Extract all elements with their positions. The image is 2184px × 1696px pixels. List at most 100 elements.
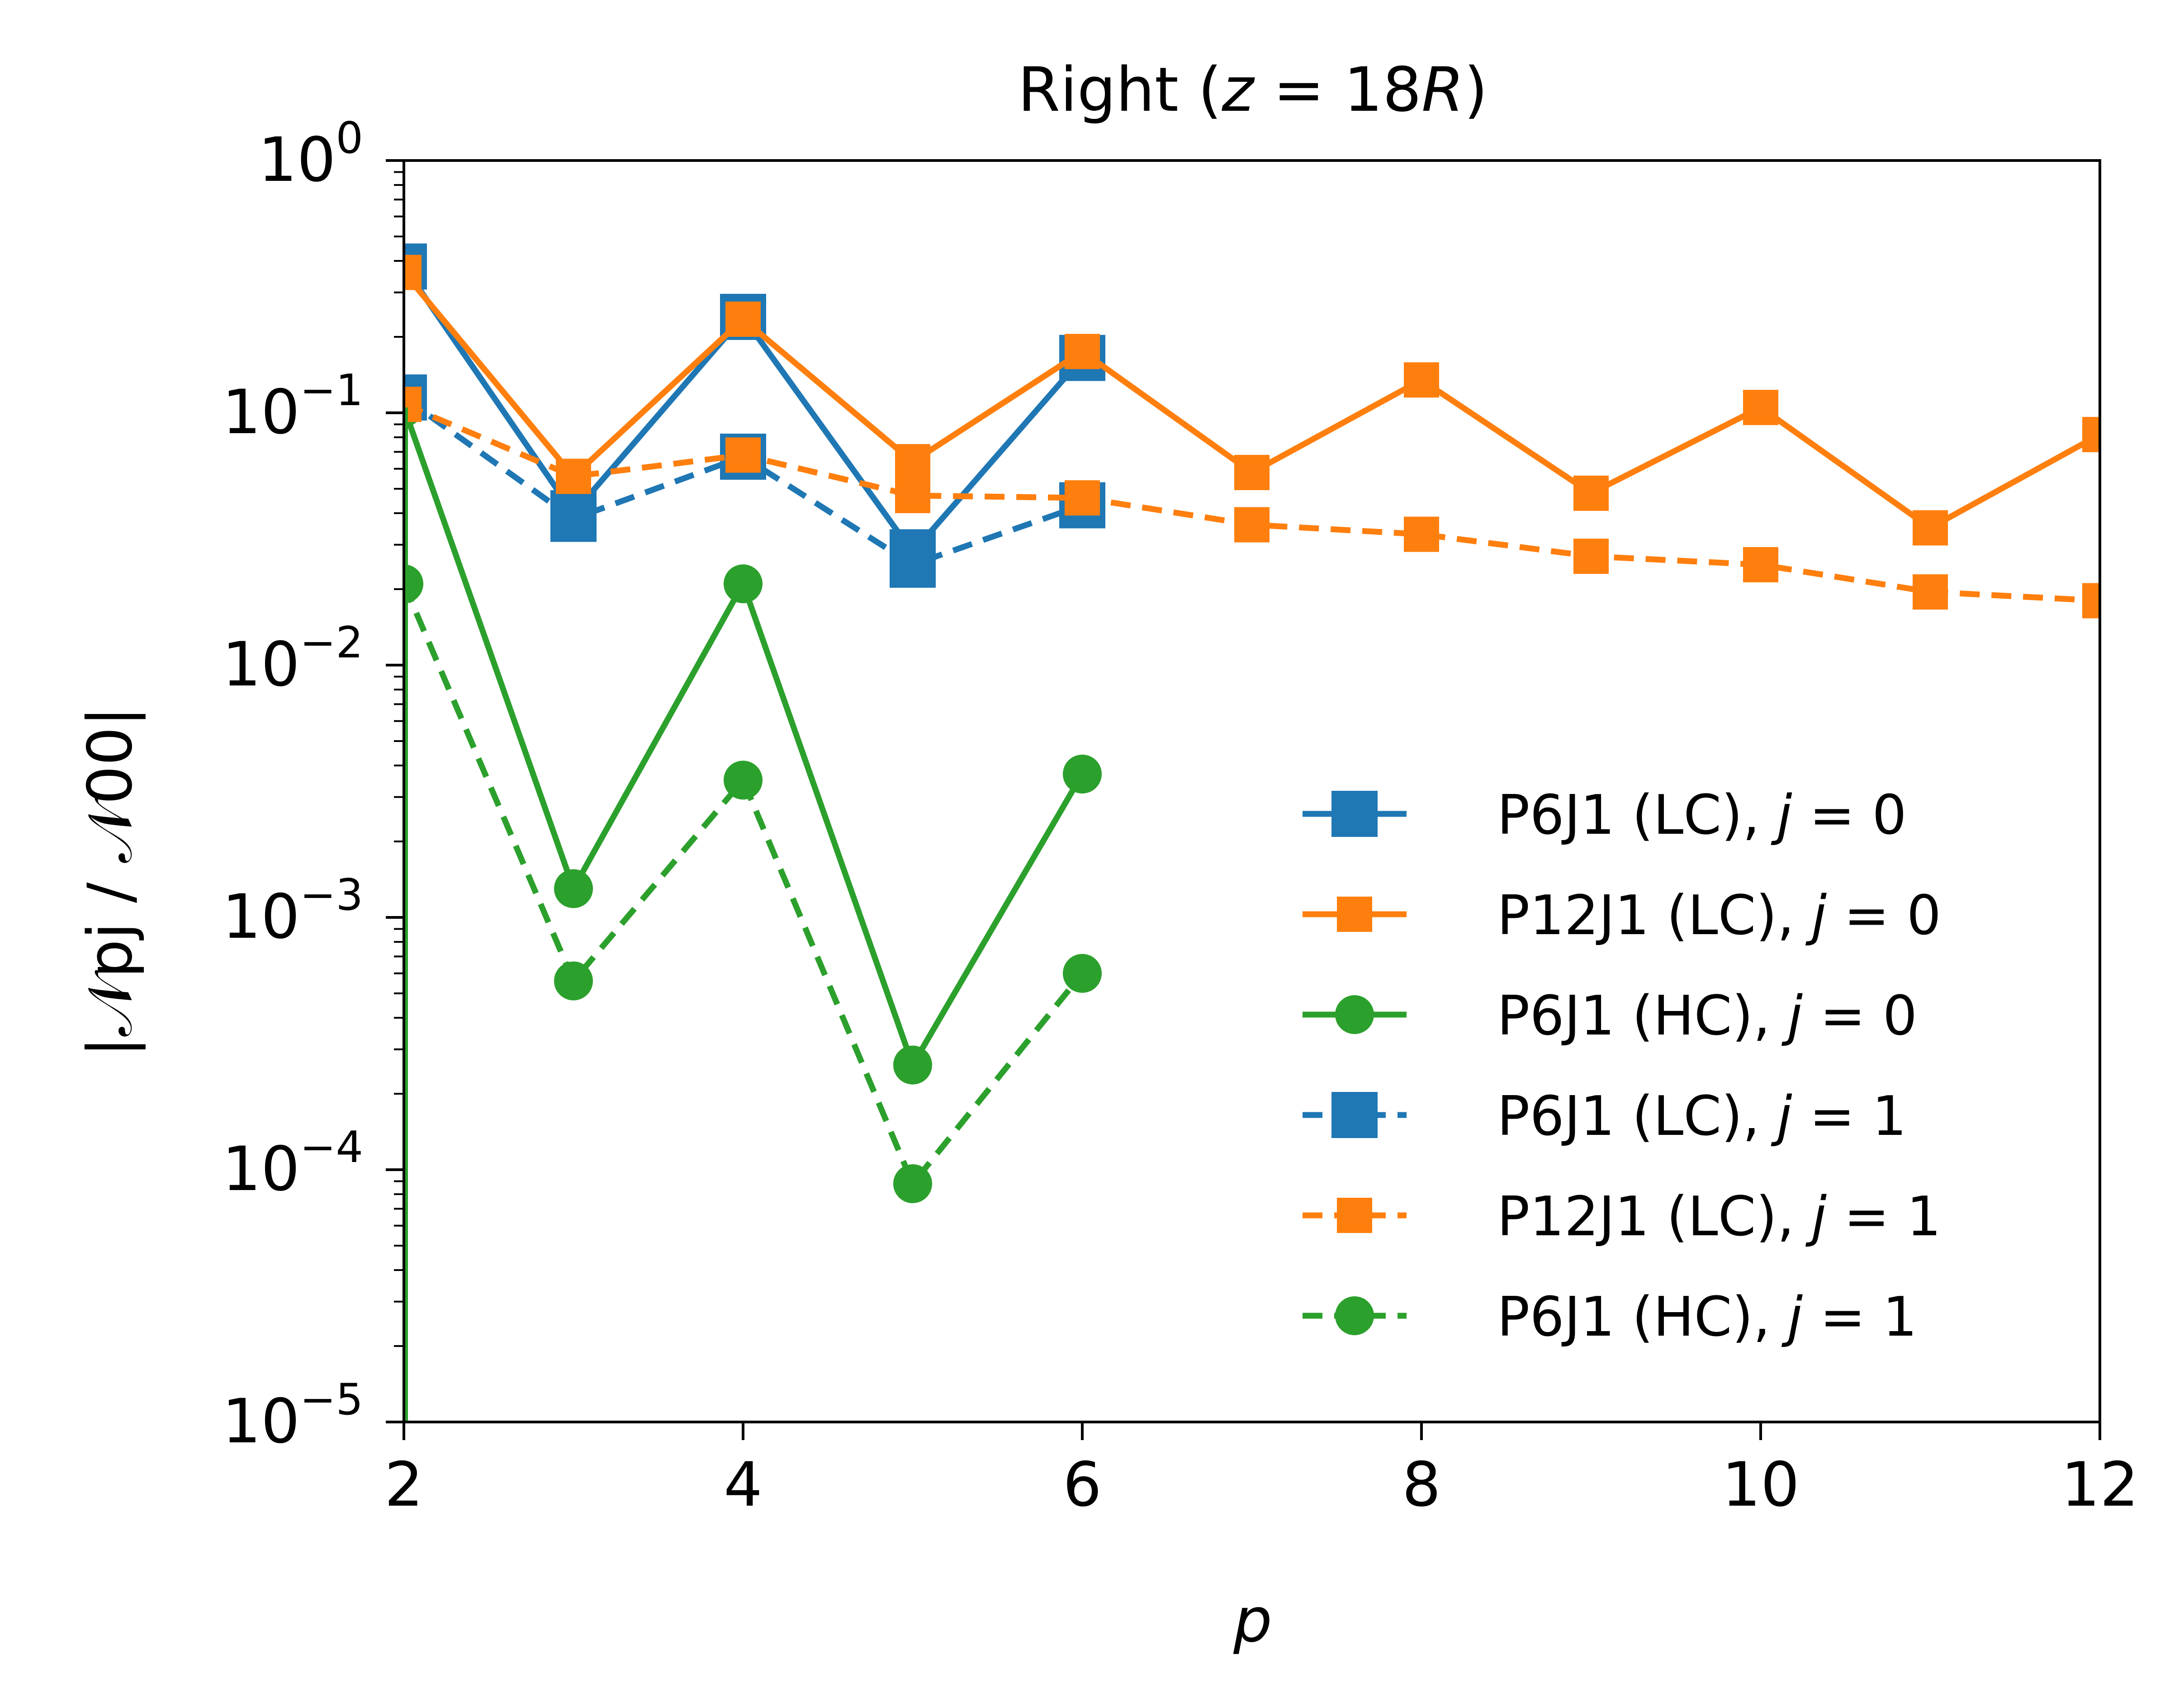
title-eq: = 18 [1254, 54, 1421, 125]
series-5-point-9 [1743, 547, 1778, 582]
legend-label-6: P6J1 (HC), j = 1 [1497, 1286, 1917, 1349]
legend-label-val: = 1 [1827, 1186, 1941, 1248]
series-5-point-4 [895, 477, 930, 513]
series-2-point-7 [1404, 362, 1439, 398]
plot-area [404, 243, 2100, 1422]
legend-label-text: P12J1 (LC), [1497, 884, 1812, 947]
series-2-point-9 [1743, 390, 1778, 425]
plot-frame [403, 159, 2101, 1423]
legend-entry-5: P12J1 (LC), j = 1 [1303, 1186, 1941, 1248]
legend-entry-1: P6J1 (LC), j = 0 [1303, 784, 1907, 847]
legend-label-3: P6J1 (HC), j = 0 [1497, 985, 1917, 1048]
legend-marker-1 [1331, 791, 1378, 837]
legend-label-text: P12J1 (LC), [1497, 1186, 1812, 1248]
series-5-point-10 [1913, 574, 1948, 610]
legend-label-val: = 1 [1803, 1286, 1917, 1349]
series-2-point-1 [404, 255, 422, 290]
legend: P6J1 (LC), j = 0 P12J1 (LC), j = 0 P6J1 (H… [1303, 784, 1941, 1349]
legend-label-text: P6J1 (LC), [1497, 784, 1777, 847]
x-tick-label-6: 6 [1063, 1449, 1102, 1520]
series-3-point-2 [554, 869, 593, 908]
title-var2: R [1421, 54, 1464, 125]
x-tick-label-10: 10 [1722, 1449, 1800, 1520]
legend-marker-4 [1331, 1092, 1378, 1138]
y-tick-base: 10 [258, 124, 336, 195]
y-tick-base: 10 [222, 1386, 300, 1457]
x-tick-label-4: 4 [724, 1449, 763, 1520]
y-tick-exponent: −5 [300, 1375, 363, 1425]
x-tick-label-12: 12 [2061, 1449, 2139, 1520]
legend-label-val: = 0 [1803, 985, 1917, 1048]
legend-marker-3 [1335, 995, 1374, 1034]
series-5-point-11 [2082, 583, 2100, 619]
legend-label-val: = 0 [1827, 884, 1941, 947]
legend-label-val: = 1 [1792, 1085, 1907, 1148]
y-tick-exponent: −2 [300, 618, 363, 668]
y-tick-base: 10 [222, 881, 300, 952]
series-5 [404, 387, 2100, 619]
x-tick-label-8: 8 [1402, 1449, 1441, 1520]
legend-label-2: P12J1 (LC), j = 0 [1497, 884, 1941, 947]
y-tick-exponent: −3 [300, 870, 363, 920]
x-axis-label: p [1233, 1585, 1272, 1656]
legend-label-text: P6J1 (HC), [1497, 985, 1788, 1048]
legend-marker-5 [1337, 1198, 1372, 1233]
series-5-point-2 [556, 458, 591, 494]
series-2-point-3 [725, 301, 761, 337]
series-2-point-6 [1234, 455, 1270, 491]
series-6-point-2 [554, 961, 593, 1001]
series-6 [404, 564, 1102, 1203]
legend-entry-3: P6J1 (HC), j = 0 [1303, 985, 1917, 1048]
title-text: Right ( [1018, 54, 1222, 125]
series-6-point-4 [893, 1164, 932, 1203]
legend-entry-2: P12J1 (LC), j = 0 [1303, 884, 1941, 947]
series-4-point-2 [550, 496, 597, 542]
series-5-point-5 [1065, 480, 1100, 516]
series-5-point-7 [1404, 516, 1439, 552]
x-tick-label-2: 2 [384, 1449, 423, 1520]
series-3-point-3 [724, 564, 763, 604]
legend-label-text: P6J1 (LC), [1497, 1085, 1777, 1148]
y-axis-label: |𝒩pj / 𝒩00| [75, 706, 146, 1057]
series-6-line [404, 582, 1085, 1187]
legend-marker-2 [1337, 897, 1372, 932]
series-6-point-3 [724, 761, 763, 800]
y-tick-label-0: 10−5 [222, 1375, 363, 1457]
series-5-point-3 [725, 437, 761, 473]
y-tick-label-2: 10−3 [222, 870, 363, 952]
series-2-point-5 [1065, 334, 1100, 369]
series-3-point-4 [893, 1045, 932, 1085]
series-3-point-5 [1063, 754, 1102, 794]
y-tick-base: 10 [222, 377, 300, 448]
series-6-point-1 [404, 564, 423, 604]
legend-label-text: P6J1 (HC), [1497, 1286, 1788, 1349]
series-2-point-11 [2082, 417, 2100, 453]
legend-entry-4: P6J1 (LC), j = 1 [1303, 1085, 1907, 1148]
y-tick-label-4: 10−1 [222, 366, 363, 448]
series-2-point-10 [1913, 510, 1948, 546]
series-2-point-4 [895, 444, 930, 480]
y-tick-exponent: 0 [336, 113, 363, 163]
legend-label-4: P6J1 (LC), j = 1 [1497, 1085, 1907, 1148]
legend-label-1: P6J1 (LC), j = 0 [1497, 784, 1907, 847]
title-var: z [1221, 54, 1255, 125]
y-tick-label-5: 100 [258, 113, 363, 195]
legend-marker-6 [1335, 1296, 1374, 1335]
y-tick-label-1: 10−4 [222, 1123, 363, 1205]
y-tick-exponent: −1 [300, 366, 363, 416]
series-5-point-6 [1234, 507, 1270, 543]
series-5-point-8 [1573, 539, 1609, 574]
legend-entry-6: P6J1 (HC), j = 1 [1303, 1286, 1917, 1349]
series-4-point-4 [890, 541, 936, 588]
y-tick-base: 10 [222, 1134, 300, 1205]
series-6-point-5 [1063, 954, 1102, 993]
title-suffix: ) [1464, 54, 1488, 125]
y-tick-base: 10 [222, 629, 300, 700]
y-tick-exponent: −4 [300, 1123, 363, 1172]
series-2-point-8 [1573, 475, 1609, 511]
legend-label-val: = 0 [1792, 784, 1907, 847]
legend-label-5: P12J1 (LC), j = 1 [1497, 1186, 1941, 1248]
